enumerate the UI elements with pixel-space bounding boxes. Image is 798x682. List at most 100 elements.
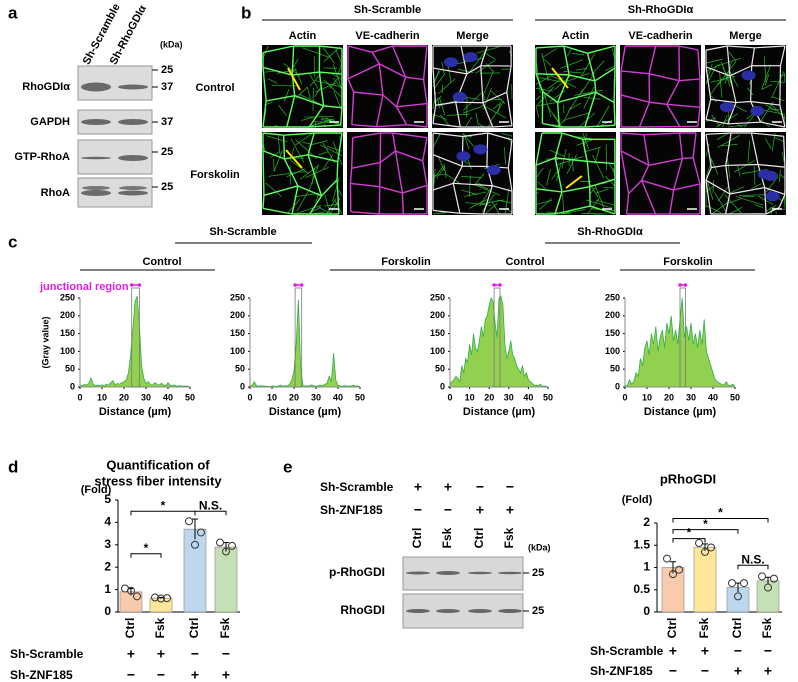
cell-border (692, 132, 697, 158)
cell-border (347, 78, 355, 93)
cell-border (554, 191, 563, 215)
cell-border (556, 74, 570, 103)
data-point (127, 586, 135, 595)
stress-fiber (326, 198, 337, 215)
cell-border (482, 185, 493, 215)
cell-border (595, 91, 615, 103)
cell-border (347, 63, 380, 80)
x-tick-label: 20 (664, 392, 674, 402)
y-tick-label: 200 (60, 310, 75, 320)
data-point (197, 528, 205, 537)
stress-fiber (778, 169, 781, 182)
y-tick-label: 0 (615, 381, 620, 391)
profile-line (551, 67, 569, 89)
nucleus (765, 191, 780, 202)
stress-fiber (481, 104, 507, 119)
stress-fiber (437, 78, 456, 95)
cell-border (294, 95, 324, 107)
stress-fiber (556, 162, 562, 182)
stress-fiber (475, 60, 496, 74)
bar (693, 547, 717, 613)
stress-fiber (439, 97, 446, 116)
band (498, 609, 522, 613)
stress-fiber (709, 78, 723, 96)
significance-bracket (194, 510, 227, 516)
nucleus (452, 91, 467, 102)
cell-border (587, 45, 616, 55)
cell-border (308, 105, 325, 128)
cell-border (679, 78, 701, 82)
band (468, 571, 492, 575)
y-tick-label: 100 (230, 346, 245, 356)
stress-fiber (737, 164, 741, 177)
stress-fiber (724, 62, 732, 84)
cell-border (760, 121, 786, 128)
stress-fiber (716, 113, 738, 128)
cell-border (372, 45, 393, 54)
junction-region (679, 287, 686, 388)
nucleus (486, 165, 501, 176)
cell-border (594, 80, 597, 93)
stress-fiber (575, 67, 588, 71)
stress-fiber (324, 203, 339, 207)
cell-border (402, 184, 428, 194)
stress-fiber (583, 146, 602, 153)
cell-border (594, 67, 616, 82)
cell-border (452, 183, 461, 214)
stress-fiber (775, 211, 777, 215)
cell-border (649, 101, 667, 106)
stress-fiber (716, 132, 729, 140)
cell-border (480, 65, 484, 103)
cell-border (710, 98, 737, 104)
stress-fiber (491, 200, 500, 215)
cell-border (751, 47, 756, 66)
cell-border (392, 132, 428, 139)
cell-border (284, 154, 309, 160)
column-label: Actin (562, 30, 590, 42)
y-tick-label: 5 (104, 492, 111, 506)
stress-fiber (728, 51, 737, 62)
micrograph (620, 45, 701, 128)
cell-border (669, 189, 675, 215)
stress-fiber (729, 186, 745, 194)
cell-border (482, 102, 494, 128)
micrograph (347, 45, 428, 128)
stress-fiber (469, 48, 488, 73)
cell-border (422, 160, 428, 186)
cell-border (292, 71, 320, 76)
profile-line (249, 299, 361, 388)
cell-border (283, 132, 315, 136)
cell-border (506, 65, 512, 93)
condition-label: Sh-ZNF185 (590, 664, 653, 678)
x-tick-label: 50 (185, 392, 195, 402)
region-arrow-end (299, 283, 304, 287)
region-arrow-end (678, 283, 682, 287)
stress-fiber (434, 73, 446, 88)
band (118, 190, 148, 196)
chart-title: Quantification of (106, 457, 210, 472)
x-tick-label: Ctrl (665, 618, 679, 639)
stress-fiber (770, 80, 786, 83)
stress-fiber (283, 88, 290, 102)
cell-border (379, 150, 396, 164)
stress-fiber (719, 71, 723, 98)
stress-fiber (771, 71, 785, 99)
y-tick-label: 1 (104, 582, 111, 596)
stress-fiber (309, 73, 319, 89)
cell-border (535, 132, 543, 166)
stress-fiber (549, 90, 566, 102)
band (81, 82, 111, 92)
stress-fiber (315, 80, 340, 87)
cell-border (282, 135, 286, 159)
stress-fiber (707, 182, 714, 200)
stress-fiber (722, 66, 733, 85)
data-point (770, 574, 778, 583)
cell-border (581, 139, 588, 162)
region-arrow-end (137, 283, 142, 287)
cell-border (620, 132, 645, 136)
cell-border (376, 124, 407, 128)
cell-border (778, 194, 786, 208)
stress-fiber (567, 47, 573, 57)
row-label: Control (195, 82, 234, 94)
cell-border (586, 161, 591, 187)
